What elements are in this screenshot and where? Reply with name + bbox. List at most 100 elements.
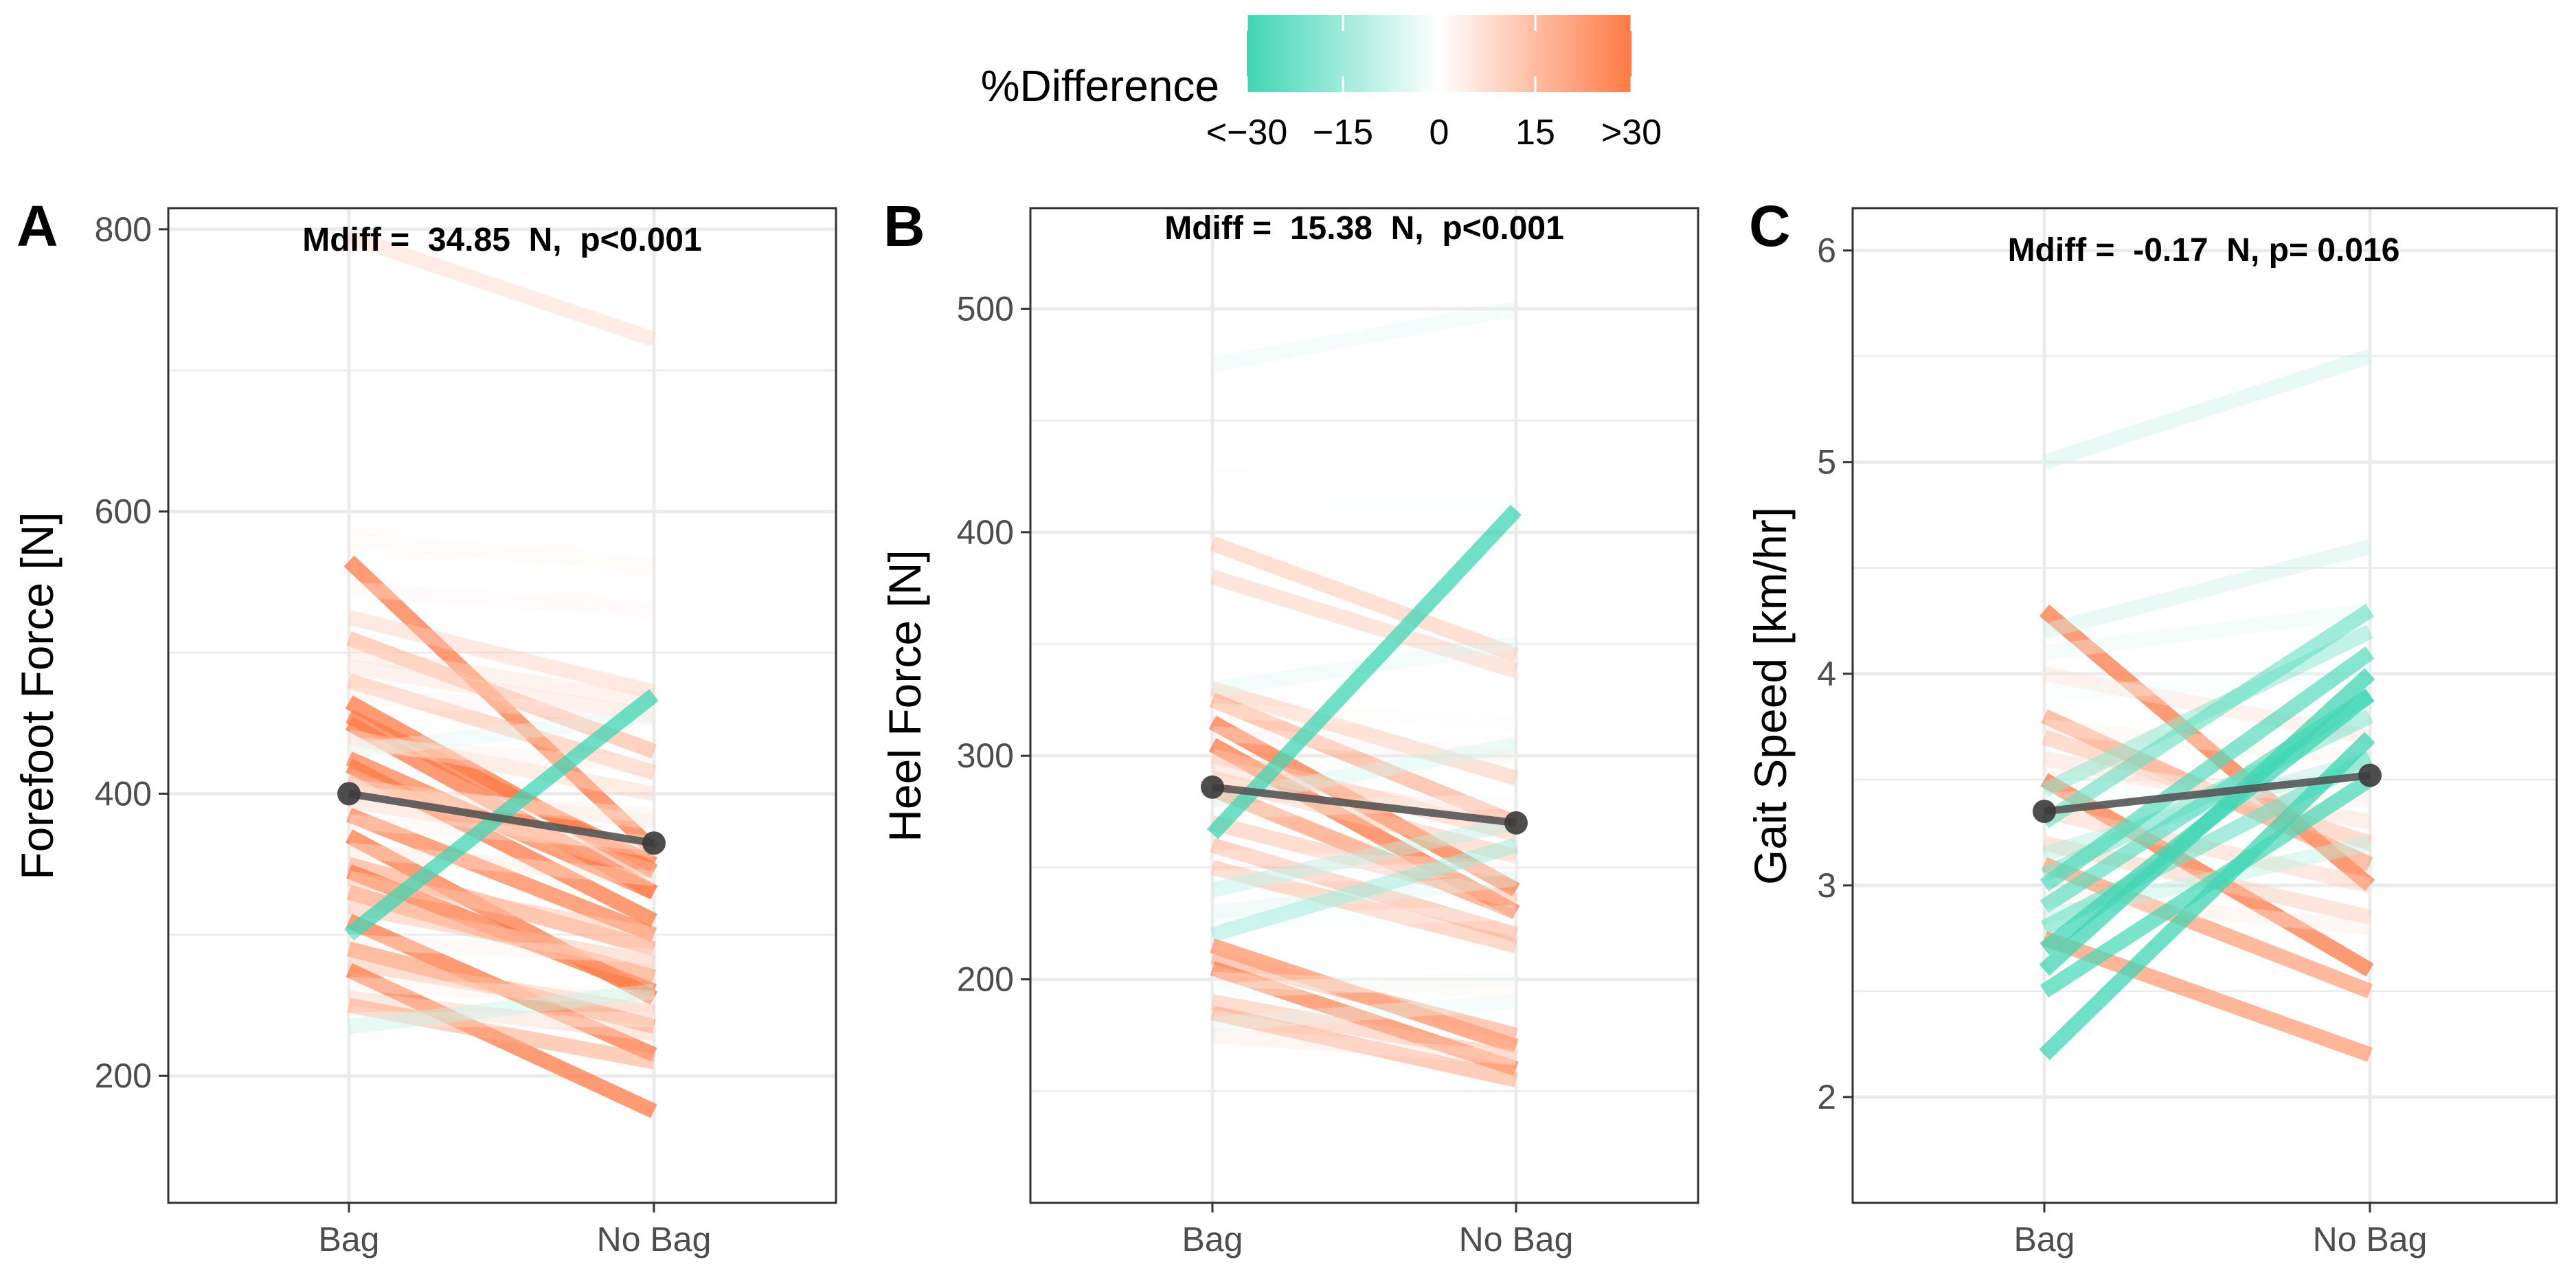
x-ticks-a: Bag No Bag — [319, 1203, 712, 1259]
ylabel-b: Heel Force [N] — [879, 550, 930, 842]
mean-point — [1201, 775, 1224, 799]
y-tick-label: 200 — [95, 1057, 152, 1095]
mean-line — [1212, 783, 1517, 827]
subject-line — [348, 581, 655, 618]
panel-border-c — [1851, 207, 2558, 1204]
y-tick-label: 400 — [95, 774, 152, 813]
mean-point — [2358, 763, 2382, 787]
subject-line — [2043, 602, 2371, 660]
subject-line — [1212, 469, 1517, 491]
panel-border-a — [167, 207, 837, 1204]
panel-letter-a: A — [16, 194, 58, 258]
subject-line — [2040, 604, 2374, 828]
y-tick-label: 2 — [1817, 1078, 1836, 1116]
subject-line — [347, 885, 656, 984]
y-tick-label: 3 — [1817, 866, 1836, 905]
subject-line — [1212, 971, 1517, 998]
panel-letter-b: B — [883, 194, 925, 258]
legend-tick-label: >30 — [1601, 113, 1662, 153]
subject-line — [2040, 646, 2375, 892]
subject-line — [1210, 569, 1519, 679]
subject-line — [347, 997, 656, 1070]
mean-line — [348, 789, 655, 847]
subject-line — [347, 609, 656, 700]
mean-a — [337, 782, 666, 855]
legend-tick-label: 0 — [1430, 113, 1449, 153]
subject-line — [348, 983, 655, 1035]
subject-line — [348, 659, 655, 724]
legend-tick-label: 15 — [1515, 113, 1555, 153]
subject-line — [348, 708, 655, 759]
subject-line — [346, 229, 657, 347]
x-tick-label: Bag — [2014, 1220, 2075, 1259]
subject-line — [1211, 994, 1517, 1065]
y-tick-label: 4 — [1817, 655, 1836, 693]
y-ticks-b: 200 300 400 500 — [957, 289, 1030, 999]
subject-line — [347, 857, 656, 956]
subject-line — [1210, 748, 1518, 842]
y-tick-label: 200 — [957, 960, 1014, 999]
legend: %Difference <−30 −15 0 15 >30 — [981, 15, 1662, 153]
subject-line — [346, 673, 657, 780]
subject-line — [346, 709, 657, 871]
subject-line — [1210, 815, 1518, 909]
subject-line — [348, 645, 655, 710]
x-ticks-b: Bag No Bag — [1182, 1203, 1574, 1259]
subject-line — [1212, 703, 1517, 730]
subject-line — [348, 532, 655, 573]
mean-c — [2033, 763, 2382, 824]
subject-line — [1212, 1027, 1517, 1065]
panel-c: C Gait Speed [km/hr] 2 3 4 5 6 Bag No Bag Mdi… — [1745, 194, 2558, 1259]
subject-line — [2042, 857, 2373, 999]
y-tick-label: 600 — [95, 493, 152, 531]
subject-line — [343, 555, 659, 856]
subject-line — [2042, 539, 2372, 639]
subject-line — [2043, 719, 2371, 766]
y-tick-label: 5 — [1817, 443, 1836, 482]
mean-point — [2033, 800, 2056, 824]
subject-line — [1211, 301, 1517, 372]
mean-b — [1201, 775, 1528, 835]
subject-line — [2039, 668, 2375, 976]
mean-point — [337, 782, 361, 806]
legend-tick-label: −15 — [1313, 113, 1373, 153]
x-tick-label: Bag — [319, 1220, 380, 1259]
subject-line — [347, 730, 656, 802]
x-tick-label: Bag — [1182, 1220, 1243, 1259]
subject-line — [1210, 681, 1519, 786]
ylabel-c: Gait Speed [km/hr] — [1745, 507, 1796, 885]
subject-line — [348, 955, 655, 1020]
subject-line — [347, 941, 656, 1034]
panel-a: A Forefoot Force [N] 200 400 600 800 Bag No … — [12, 194, 837, 1259]
subject-line — [1212, 725, 1517, 764]
panel-letter-c: C — [1749, 194, 1791, 258]
subject-line — [348, 687, 655, 724]
subject-line — [1210, 949, 1518, 1043]
legend-ticks: <−30 −15 0 15 >30 — [1206, 15, 1662, 153]
y-ticks-c: 2 3 4 5 6 — [1817, 232, 1853, 1116]
mean-line — [2044, 771, 2371, 815]
subject-line — [1206, 504, 1522, 839]
subject-line — [1210, 815, 1518, 898]
subject-lines-a — [343, 229, 659, 1118]
subject-line — [1212, 497, 1517, 518]
subject-lines-b — [1206, 301, 1522, 1087]
panel-border-b — [1029, 207, 1699, 1204]
x-tick-label: No Bag — [1459, 1220, 1574, 1259]
legend-tick-label: <−30 — [1206, 113, 1288, 153]
subject-line — [348, 736, 655, 774]
legend-title: %Difference — [981, 61, 1219, 111]
subject-line — [348, 991, 655, 1041]
subject-line — [1212, 859, 1517, 887]
subject-line — [2040, 773, 2374, 977]
x-ticks-c: Bag No Bag — [2014, 1203, 2427, 1259]
subject-line — [348, 814, 655, 851]
y-tick-label: 800 — [95, 210, 152, 249]
x-tick-label: No Bag — [597, 1220, 712, 1259]
subject-line — [348, 793, 655, 858]
ylabel-a: Forefoot Force [N] — [12, 512, 63, 880]
subject-line — [346, 807, 657, 942]
annotation-b: Mdiff = 15.38 N, p<0.001 — [1164, 210, 1564, 247]
